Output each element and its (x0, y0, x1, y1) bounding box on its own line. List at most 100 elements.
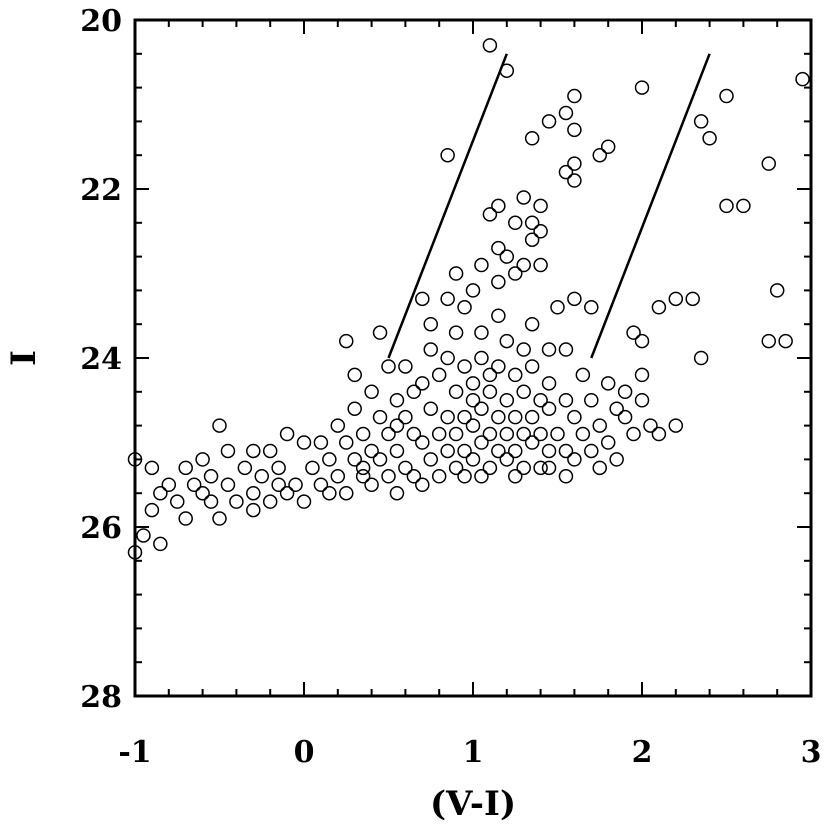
data-point (482, 207, 498, 222)
data-point (415, 376, 430, 391)
data-point (170, 494, 185, 509)
data-point (567, 88, 582, 104)
data-point (355, 460, 371, 476)
data-point (448, 426, 464, 442)
data-point (364, 443, 379, 459)
data-point (558, 393, 574, 408)
y-tick-label: 28 (80, 680, 122, 715)
data-point (330, 418, 346, 433)
data-point (423, 452, 438, 467)
data-point (533, 257, 548, 273)
data-point (524, 435, 540, 450)
data-point (127, 452, 143, 467)
data-point (406, 426, 422, 442)
data-point (279, 485, 295, 501)
data-point (558, 443, 574, 459)
data-point (499, 452, 515, 467)
data-point (246, 502, 261, 518)
x-axis-title: (V-I) (430, 784, 516, 824)
data-point (381, 426, 396, 442)
data-point (457, 300, 472, 315)
y-axis-title: I (4, 350, 44, 366)
data-point (668, 291, 684, 307)
data-point (567, 156, 582, 171)
data-point (482, 426, 498, 442)
data-point (457, 359, 472, 374)
data-point (431, 367, 447, 383)
data-point (541, 401, 557, 416)
data-point (491, 308, 506, 323)
data-point (643, 418, 658, 433)
data-point (153, 536, 168, 552)
data-point (524, 232, 540, 247)
data-point (533, 393, 548, 408)
reference-line (590, 53, 711, 359)
data-point (195, 452, 210, 467)
data-point (769, 283, 785, 298)
data-point (491, 359, 506, 374)
x-tick-labels: -1 0 1 2 3 (118, 735, 821, 770)
data-point (474, 350, 489, 366)
data-point (389, 485, 405, 501)
x-tick-label: 0 (294, 735, 315, 770)
data-point (203, 494, 219, 509)
data-point (634, 393, 650, 408)
data-point (220, 477, 236, 492)
data-point (533, 224, 548, 239)
data-point (491, 198, 506, 214)
data-point (600, 435, 616, 450)
data-point (254, 469, 269, 484)
data-point (305, 460, 320, 476)
data-point (465, 418, 481, 433)
data-point (474, 325, 489, 340)
data-point (626, 426, 641, 442)
data-point (558, 105, 574, 121)
data-point (592, 460, 607, 476)
data-point (508, 367, 523, 383)
data-point (508, 469, 523, 484)
data-point (372, 409, 388, 425)
data-point (465, 283, 481, 298)
data-point (178, 511, 193, 526)
data-point (592, 418, 607, 433)
data-point (364, 384, 379, 400)
data-point (592, 147, 607, 163)
data-point (153, 485, 168, 501)
data-point (398, 409, 413, 425)
data-point (398, 460, 413, 476)
data-point (491, 443, 506, 459)
data-point (508, 443, 523, 459)
data-point (541, 342, 557, 357)
data-point (634, 80, 650, 95)
data-point (313, 477, 329, 492)
x-tick-label: 3 (801, 735, 822, 770)
data-point (330, 469, 346, 484)
data-point (693, 350, 709, 366)
reference-line (387, 53, 508, 359)
data-point (558, 164, 574, 180)
data-point (600, 376, 616, 391)
data-point (685, 291, 700, 307)
data-point (736, 198, 751, 214)
data-point (398, 359, 413, 374)
data-point (508, 266, 523, 281)
data-point (541, 460, 557, 476)
data-point (474, 435, 489, 450)
data-point (533, 198, 548, 214)
data-point (499, 426, 515, 442)
data-point (491, 409, 506, 425)
data-point (457, 469, 472, 484)
data-point (499, 393, 515, 408)
data-point (322, 485, 337, 501)
data-point (313, 435, 329, 450)
data-point (389, 443, 405, 459)
data-point (778, 333, 793, 349)
data-point (347, 452, 362, 467)
data-point (761, 156, 776, 171)
data-point (533, 426, 548, 442)
data-point (719, 198, 734, 214)
data-point (575, 426, 591, 442)
data-point (440, 443, 455, 459)
data-point (499, 63, 515, 78)
